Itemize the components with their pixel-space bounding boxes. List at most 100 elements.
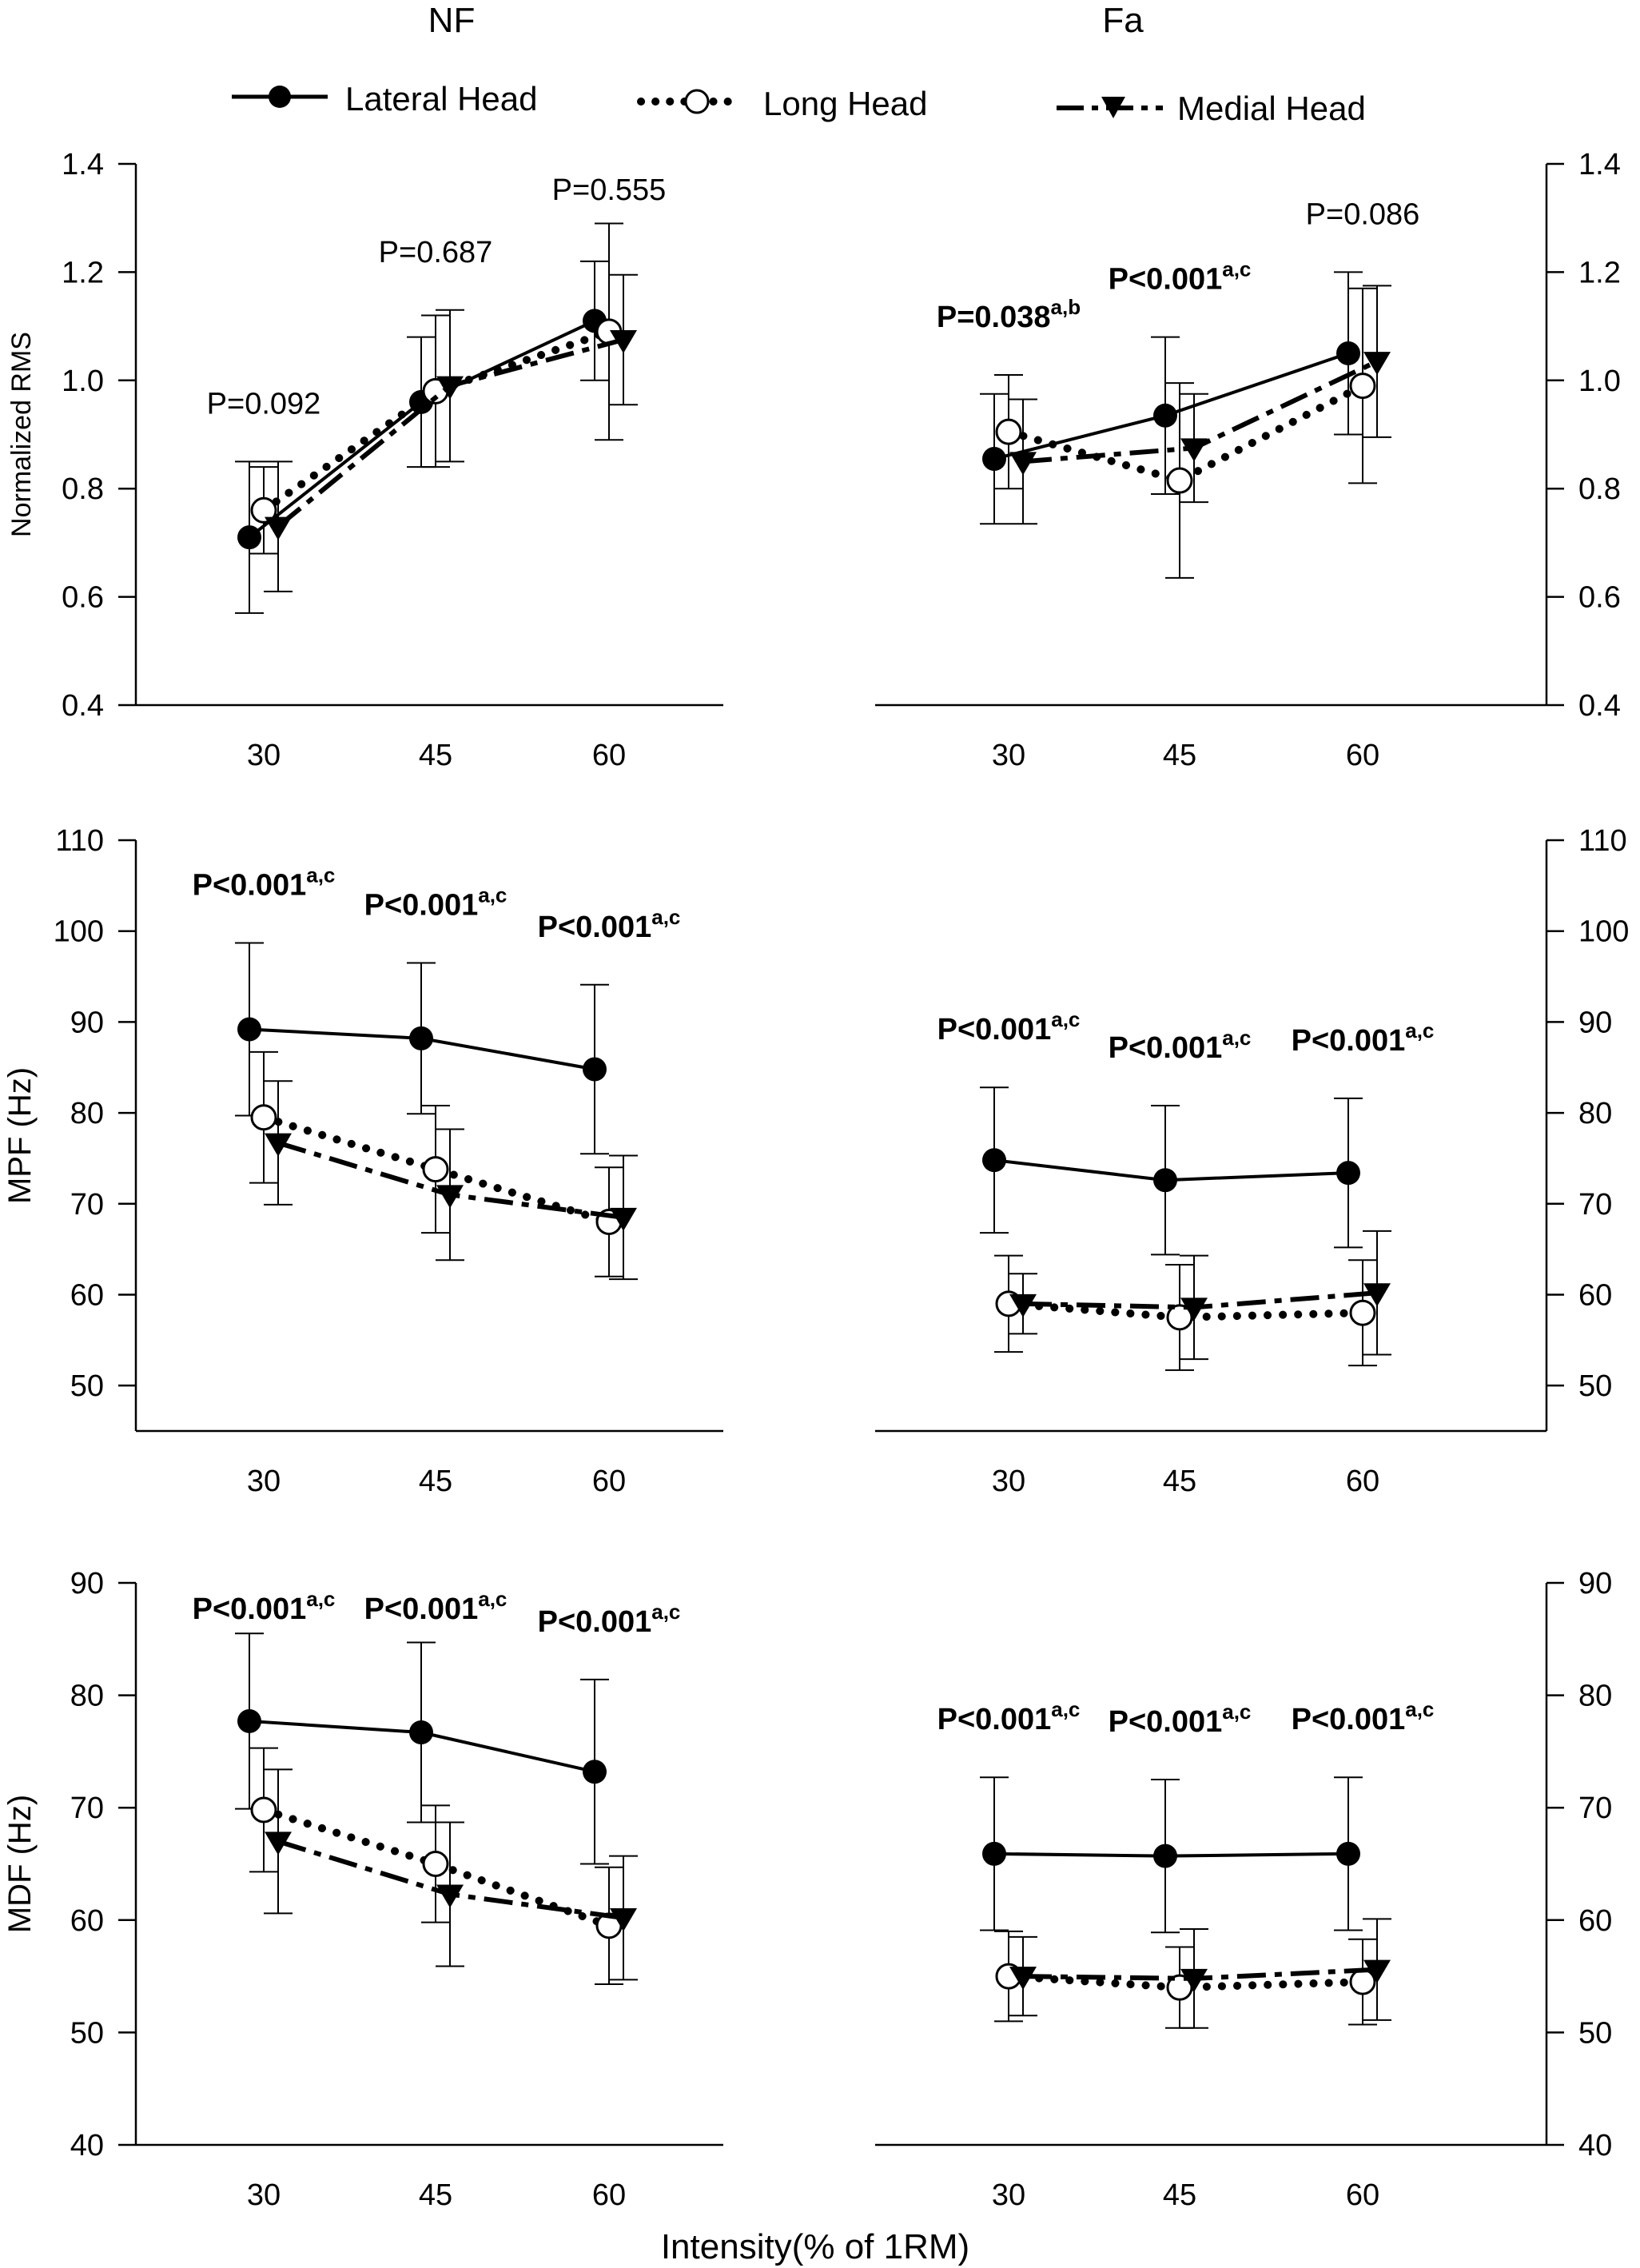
y-tick-label-nf-middle-0: 50 xyxy=(70,1369,104,1403)
legend-label-long: Long Head xyxy=(763,85,928,122)
annotation-fa-top-1: P<0.001a,c xyxy=(1109,257,1252,297)
legend-marker-long xyxy=(684,89,710,114)
annotation-nf-middle-1: P<0.001a,c xyxy=(364,883,508,922)
y-tick-label-fa-middle-5: 100 xyxy=(1578,915,1629,949)
y-tick-label-fa-bottom-1: 50 xyxy=(1578,2016,1612,2050)
y-tick-label-nf-top-5: 1.4 xyxy=(62,148,104,181)
x-tick-label-nf-middle-2: 60 xyxy=(592,1465,626,1498)
series-fa-bottom-0 xyxy=(980,1776,1363,1934)
marker-nf-middle-2-1 xyxy=(436,1185,464,1209)
annotation-nf-bottom-1: P<0.001a,c xyxy=(364,1587,508,1626)
series-nf-bottom-2 xyxy=(264,1768,638,1981)
y-tick-label-fa-top-1: 0.6 xyxy=(1578,581,1621,615)
legend-item-medial: Medial Head xyxy=(1057,90,1366,127)
y-tick-label-nf-bottom-4: 80 xyxy=(70,1680,104,1713)
series-fa-middle-2 xyxy=(1009,1230,1391,1361)
chart-nf-middle: 50 60 70 80 90 100 110 30 45 60 MPF (Hz) P<0.001a,c… xyxy=(2,824,723,1498)
marker-fa-middle-0-0 xyxy=(982,1148,1006,1173)
y-tick-label-fa-middle-6: 110 xyxy=(1578,824,1627,858)
x-tick-label-nf-top-2: 60 xyxy=(592,739,626,772)
chart-fa-bottom: 40 50 60 70 80 90 30 45 60 P<0.001a,c P<0.001a,c P<… xyxy=(875,1567,1612,2212)
y-tick-label-nf-bottom-5: 90 xyxy=(70,1567,104,1600)
annotation-fa-bottom-2: P<0.001a,c xyxy=(1292,1697,1435,1736)
series-nf-bottom-0 xyxy=(235,1632,609,1865)
marker-fa-bottom-0-0 xyxy=(982,1841,1006,1866)
marker-nf-bottom-1-1 xyxy=(422,1851,449,1877)
y-tick-label-fa-top-2: 0.8 xyxy=(1578,472,1621,506)
marker-fa-middle-2-1 xyxy=(1180,1297,1208,1321)
marker-fa-bottom-2-1 xyxy=(1180,1968,1208,1992)
legend-label-medial: Medial Head xyxy=(1177,90,1366,127)
y-tick-label-nf-middle-5: 100 xyxy=(54,915,104,949)
marker-nf-top-0-0 xyxy=(237,525,261,550)
annotation-fa-bottom-0: P<0.001a,c xyxy=(937,1697,1081,1736)
annotation-nf-middle-0: P<0.001a,c xyxy=(193,863,336,902)
legend-marker-medial xyxy=(1101,97,1125,118)
chart-nf-top: 0.4 0.6 0.8 1.0 1.2 1.4 30 45 60 Normalized RMS P=… xyxy=(6,148,723,772)
y-tick-label-fa-top-3: 1.0 xyxy=(1578,365,1621,398)
series-fa-top-2 xyxy=(1009,285,1391,525)
series-nf-middle-2 xyxy=(264,1080,638,1281)
x-tick-label-nf-bottom-0: 30 xyxy=(247,2178,281,2212)
series-nf-middle-1 xyxy=(249,1050,623,1277)
marker-fa-top-1-0 xyxy=(995,418,1022,445)
y-tick-label-fa-bottom-3: 70 xyxy=(1578,1792,1612,1825)
annotation-fa-bottom-1: P<0.001a,c xyxy=(1109,1700,1252,1739)
marker-fa-middle-2-0 xyxy=(1009,1293,1037,1317)
marker-nf-bottom-0-0 xyxy=(237,1708,261,1733)
annotation-nf-top-1: P=0.687 xyxy=(379,236,493,269)
x-tick-label-nf-bottom-2: 60 xyxy=(592,2178,626,2212)
x-tick-label-nf-top-1: 45 xyxy=(419,739,452,772)
x-tick-label-nf-middle-0: 30 xyxy=(247,1465,281,1498)
marker-fa-top-2-0 xyxy=(1009,452,1037,476)
marker-nf-bottom-2-0 xyxy=(265,1832,292,1855)
panels: 0.4 0.6 0.8 1.0 1.2 1.4 30 45 60 Normalized RMS P=… xyxy=(2,148,1629,2212)
marker-nf-top-1-0 xyxy=(250,496,277,524)
x-tick-label-fa-bottom-1: 45 xyxy=(1163,2178,1196,2212)
y-tick-label-fa-middle-4: 90 xyxy=(1578,1006,1612,1039)
marker-nf-middle-0-2 xyxy=(583,1057,607,1082)
annotation-nf-middle-2: P<0.001a,c xyxy=(538,905,681,944)
x-axis-title: Intensity(% of 1RM) xyxy=(661,2227,969,2266)
marker-fa-top-2-1 xyxy=(1180,438,1208,462)
marker-nf-top-2-1 xyxy=(436,376,464,400)
series-nf-bottom-1 xyxy=(249,1747,623,1985)
annotation-fa-middle-2: P<0.001a,c xyxy=(1292,1018,1435,1058)
marker-fa-top-1-1 xyxy=(1166,467,1193,494)
x-tick-label-nf-top-0: 30 xyxy=(247,739,281,772)
y-tick-label-nf-bottom-2: 60 xyxy=(70,1904,104,1938)
marker-fa-top-0-2 xyxy=(1336,341,1360,365)
marker-nf-top-2-2 xyxy=(610,330,637,354)
annotation-fa-top-2: P=0.086 xyxy=(1306,197,1420,231)
marker-fa-middle-1-1 xyxy=(1166,1304,1193,1331)
annotation-nf-bottom-0: P<0.001a,c xyxy=(193,1587,336,1626)
marker-nf-middle-1-0 xyxy=(250,1104,277,1131)
y-tick-label-fa-middle-2: 70 xyxy=(1578,1188,1612,1222)
series-fa-bottom-2 xyxy=(1009,1918,1391,2029)
series-fa-middle-1 xyxy=(994,1254,1377,1371)
x-tick-label-fa-middle-2: 60 xyxy=(1346,1465,1379,1498)
y-tick-label-nf-top-1: 0.6 xyxy=(62,581,104,615)
marker-fa-middle-1-2 xyxy=(1349,1299,1376,1326)
marker-nf-bottom-2-1 xyxy=(436,1884,464,1908)
y-tick-label-fa-bottom-5: 90 xyxy=(1578,1567,1612,1600)
y-tick-label-fa-middle-3: 80 xyxy=(1578,1097,1612,1130)
y-tick-label-nf-middle-1: 60 xyxy=(70,1278,104,1312)
marker-fa-top-2-2 xyxy=(1363,352,1391,376)
chart-nf-bottom: 40 50 60 70 80 90 30 45 60 MDF (Hz) P<0.001a,c P<0.… xyxy=(2,1567,723,2212)
x-tick-label-fa-top-0: 30 xyxy=(992,739,1025,772)
y-tick-label-nf-top-4: 1.2 xyxy=(62,256,104,289)
marker-nf-bottom-2-2 xyxy=(610,1907,637,1931)
x-tick-label-nf-bottom-1: 45 xyxy=(419,2178,452,2212)
legend-item-long: Long Head xyxy=(637,85,928,122)
annotation-nf-top-2: P=0.555 xyxy=(552,173,667,207)
y-tick-label-fa-middle-1: 60 xyxy=(1578,1278,1612,1312)
y-tick-label-fa-bottom-0: 40 xyxy=(1578,2129,1612,2162)
x-tick-label-fa-bottom-2: 60 xyxy=(1346,2178,1379,2212)
y-tick-label-fa-top-4: 1.2 xyxy=(1578,256,1621,289)
legend-item-lateral: Lateral Head xyxy=(232,80,538,118)
marker-nf-bottom-1-0 xyxy=(250,1796,277,1824)
annotation-fa-middle-0: P<0.001a,c xyxy=(937,1007,1081,1046)
y-tick-label-nf-middle-3: 80 xyxy=(70,1097,104,1130)
x-tick-label-fa-middle-0: 30 xyxy=(992,1465,1025,1498)
